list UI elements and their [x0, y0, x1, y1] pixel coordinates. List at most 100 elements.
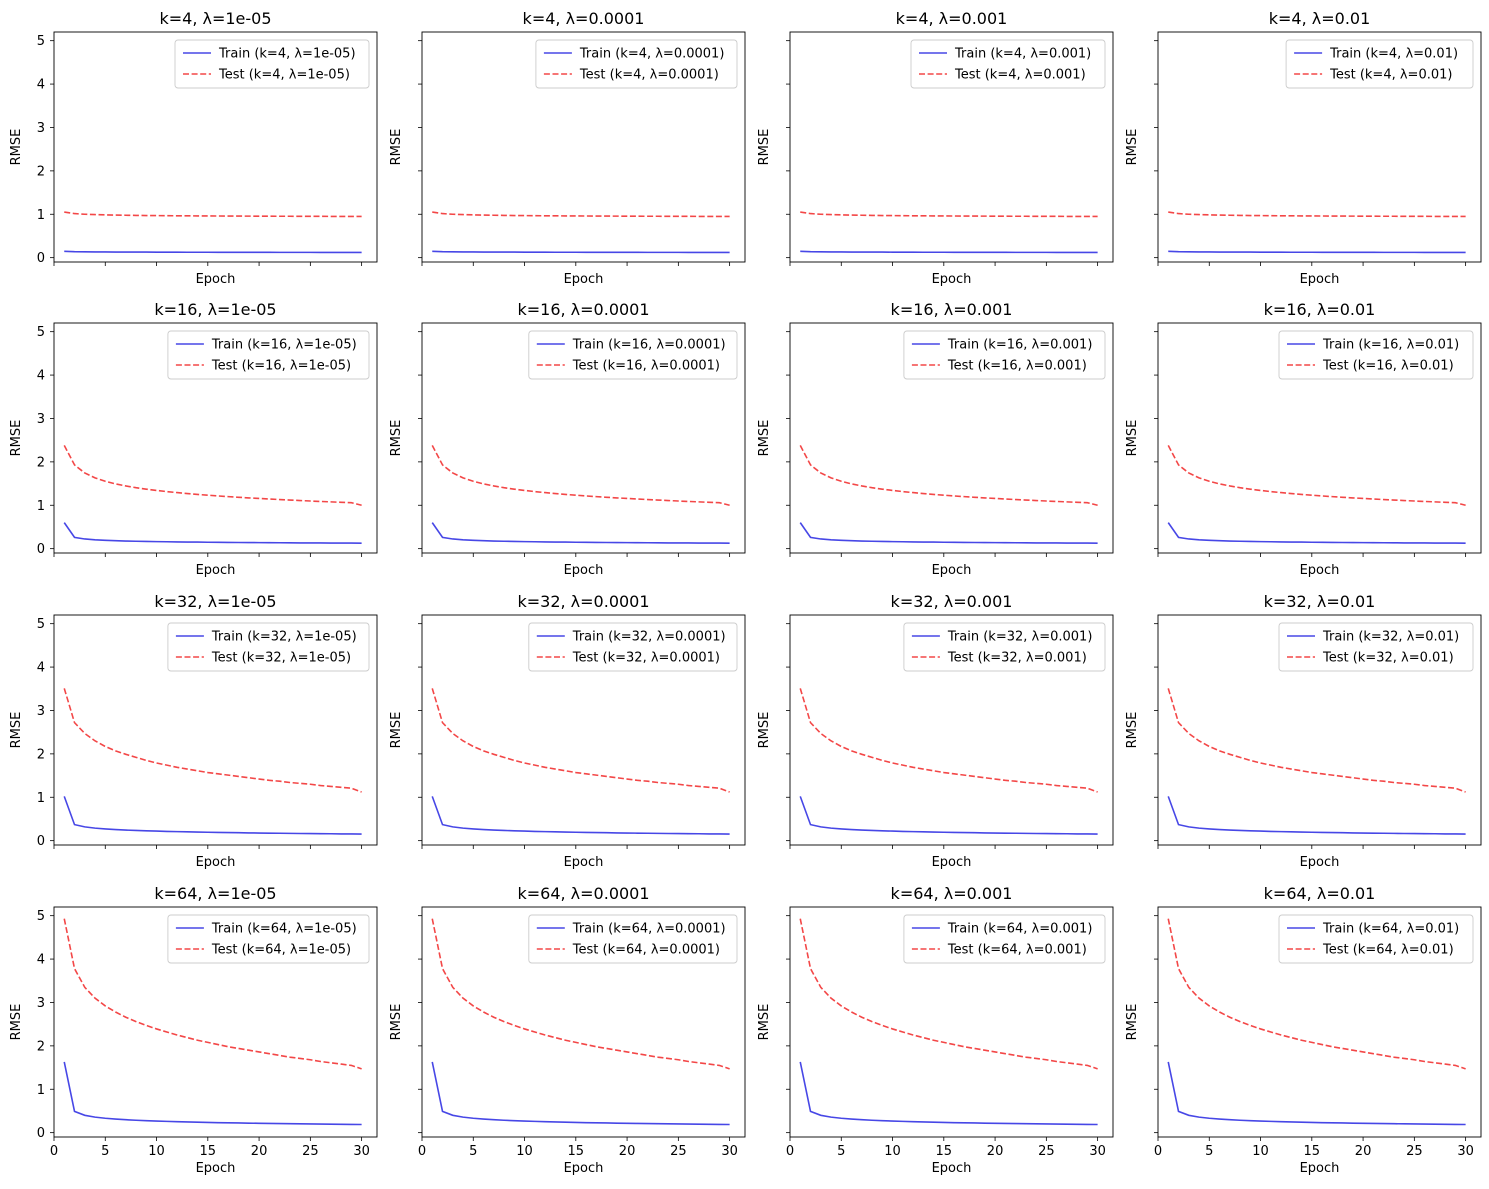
y-axis-label: RMSE [9, 1004, 24, 1041]
legend-box [910, 39, 1106, 89]
train-series-line [1167, 1061, 1466, 1126]
legend-entry-label: Test (k=64, λ=1e-05) [211, 943, 351, 958]
axes-frame [53, 614, 378, 846]
test-series-line [431, 918, 730, 1070]
x-axis-label: Epoch [196, 855, 236, 870]
x-tick-label: 5 [101, 1144, 109, 1159]
legend-entry-label: Train (k=4, λ=0.001) [954, 47, 1091, 62]
legend-entry-label: Test (k=32, λ=0.01) [1322, 651, 1454, 666]
legend: Train (k=4, λ=0.01) Test (k=4, λ=0.01) [1285, 39, 1474, 89]
subplot-3-2: k=32, λ=0.0001 Epoch RMSE Train (k=32, λ=0.… [389, 592, 746, 870]
y-tick-label: 5 [37, 909, 45, 924]
legend-entry-label: Test (k=16, λ=0.0001) [572, 359, 720, 374]
train-series-line [63, 796, 362, 835]
x-tick-label: 0 [50, 1144, 58, 1159]
legend: Train (k=16, λ=1e-05) Test (k=16, λ=1e-05… [167, 330, 370, 380]
y-tick-label: 4 [37, 369, 45, 384]
axes-frame [789, 31, 1114, 263]
legend: Train (k=32, λ=0.01) Test (k=32, λ=0.01) [1278, 622, 1474, 672]
axes-frame [421, 614, 746, 846]
x-tick-label: 15 [200, 1144, 217, 1159]
legend-entry-label: Test (k=32, λ=0.001) [947, 651, 1087, 666]
axes-frame [53, 322, 378, 554]
test-series-line [1167, 688, 1466, 793]
subplot-4-1: k=64, λ=1e-05 0 5 10 15 20 25 30 0 1 2 3 4 5 Epoch RMSE… [9, 884, 378, 1176]
legend-entry-label: Train (k=64, λ=0.0001) [572, 922, 726, 937]
train-series-line [63, 1061, 362, 1126]
x-axis-label: Epoch [564, 563, 604, 578]
axes-frame [421, 31, 746, 263]
axes-frame [421, 906, 746, 1138]
axes-frame [789, 906, 1114, 1138]
legend-entry-label: Test (k=4, λ=0.0001) [579, 68, 719, 83]
legend: Train (k=4, λ=0.0001) Test (k=4, λ=0.0001… [535, 39, 738, 89]
test-series-line [1168, 211, 1466, 218]
subplot-title: k=16, λ=0.01 [1264, 300, 1376, 319]
legend: Train (k=16, λ=0.001) Test (k=16, λ=0.001… [903, 330, 1106, 380]
legend-entry-label: Train (k=32, λ=0.01) [1322, 630, 1459, 645]
legend-box [903, 914, 1106, 964]
train-series-line [1167, 796, 1466, 835]
axes-frame [1157, 614, 1482, 846]
test-series-line [431, 445, 730, 507]
legend-entry-label: Test (k=16, λ=0.01) [1322, 359, 1454, 374]
axes-frame [1157, 906, 1482, 1138]
x-tick-label: 15 [568, 1144, 585, 1159]
legend: Train (k=64, λ=1e-05) Test (k=64, λ=1e-05… [167, 914, 370, 964]
legend-box [903, 622, 1106, 672]
legend-entry-label: Train (k=32, λ=0.001) [947, 630, 1093, 645]
y-tick-label: 2 [37, 747, 45, 762]
legend-entry-label: Test (k=4, λ=0.001) [954, 68, 1086, 83]
y-axis-label: RMSE [1125, 712, 1140, 749]
legend-entry-label: Train (k=16, λ=0.0001) [572, 338, 726, 353]
y-axis-label: RMSE [9, 420, 24, 457]
test-series-line [800, 211, 1098, 218]
legend: Train (k=4, λ=0.001) Test (k=4, λ=0.001) [910, 39, 1106, 89]
x-axis-label: Epoch [932, 1161, 972, 1176]
legend-entry-label: Train (k=32, λ=1e-05) [211, 630, 357, 645]
y-tick-label: 5 [37, 617, 45, 632]
y-axis-label: RMSE [1125, 1004, 1140, 1041]
x-axis-label: Epoch [564, 272, 604, 287]
subplot-title: k=16, λ=1e-05 [154, 300, 276, 319]
subplot-title: k=32, λ=0.001 [891, 592, 1013, 611]
y-tick-label: 2 [37, 455, 45, 470]
legend-entry-label: Train (k=64, λ=1e-05) [211, 922, 357, 937]
x-tick-label: 25 [302, 1144, 319, 1159]
subplot-3-1: k=32, λ=1e-05 0 1 2 3 4 5 Epoch RMSE Train (k=32,… [9, 592, 378, 870]
subplot-2-4: k=16, λ=0.01 Epoch RMSE Train (k=16, λ=0.01… [1125, 300, 1482, 578]
x-tick-label: 30 [721, 1144, 738, 1159]
axes-frame [53, 31, 378, 263]
legend-box [528, 622, 738, 672]
subplot-2-1: k=16, λ=1e-05 0 1 2 3 4 5 Epoch RMSE Train (k=16,… [9, 300, 378, 578]
y-tick-label: 2 [37, 1039, 45, 1054]
subplot-3-3: k=32, λ=0.001 Epoch RMSE Train (k=32, λ=0.0… [757, 592, 1114, 870]
legend-entry-label: Test (k=64, λ=0.001) [947, 943, 1087, 958]
subplot-title: k=16, λ=0.0001 [517, 300, 649, 319]
x-tick-label: 30 [1457, 1144, 1474, 1159]
test-series-line [432, 211, 730, 218]
train-series-line [431, 522, 730, 544]
legend-box [167, 622, 370, 672]
y-tick-label: 0 [37, 251, 45, 266]
axes-frame [53, 906, 378, 1138]
subplot-title: k=4, λ=0.001 [896, 9, 1008, 28]
test-series-line [1167, 445, 1466, 507]
axes-frame [789, 322, 1114, 554]
legend-entry-label: Train (k=16, λ=1e-05) [211, 338, 357, 353]
y-axis-label: RMSE [757, 129, 772, 166]
test-series-line [799, 918, 1098, 1070]
x-tick-label: 20 [251, 1144, 268, 1159]
subplot-title: k=64, λ=1e-05 [154, 884, 276, 903]
legend-entry-label: Test (k=32, λ=0.0001) [572, 651, 720, 666]
y-axis-label: RMSE [1125, 420, 1140, 457]
train-series-line [799, 796, 1098, 835]
y-tick-label: 5 [37, 325, 45, 340]
y-axis-label: RMSE [757, 1004, 772, 1041]
subplot-title: k=4, λ=1e-05 [159, 9, 271, 28]
y-tick-label: 2 [37, 164, 45, 179]
x-axis-label: Epoch [1300, 855, 1340, 870]
test-series-line [63, 688, 362, 793]
axes-frame [1157, 31, 1482, 263]
x-axis-label: Epoch [932, 855, 972, 870]
